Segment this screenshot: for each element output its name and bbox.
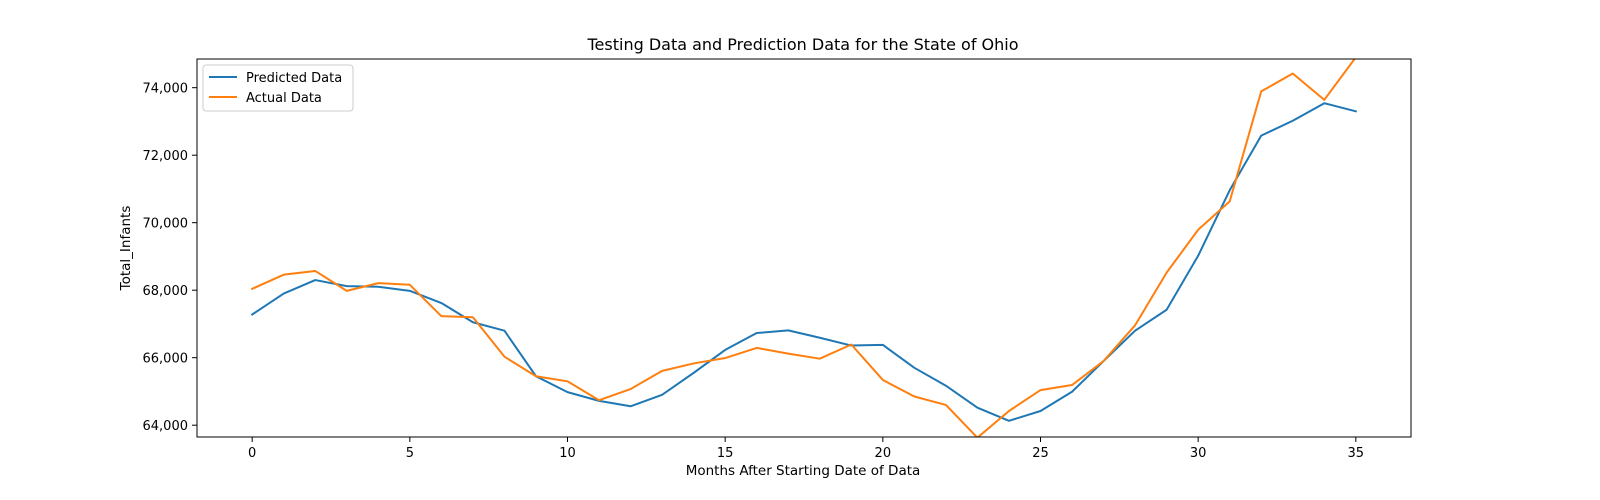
legend: Predicted Data Actual Data bbox=[202, 64, 354, 112]
y-axis-title: Total_Infants bbox=[118, 206, 134, 292]
y-tick-label: 68,000 bbox=[143, 284, 189, 299]
x-tick-label: 30 bbox=[1190, 446, 1207, 461]
y-tick-label: 72,000 bbox=[143, 149, 189, 164]
legend-box bbox=[202, 64, 354, 112]
plot-frame bbox=[196, 58, 1412, 438]
x-tick-label: 15 bbox=[717, 446, 734, 461]
x-tick-label: 35 bbox=[1348, 446, 1365, 461]
legend-label-actual: Actual Data bbox=[246, 91, 322, 106]
y-tick-label: 70,000 bbox=[143, 217, 189, 232]
chart-title: Testing Data and Prediction Data for the… bbox=[586, 35, 1018, 54]
series-line-actual bbox=[250, 59, 1356, 437]
series-line-predicted bbox=[250, 102, 1358, 422]
x-axis-title: Months After Starting Date of Data bbox=[686, 463, 921, 479]
y-tick-label: 64,000 bbox=[143, 419, 189, 434]
x-tick-label: 0 bbox=[248, 446, 256, 461]
x-tick-label: 20 bbox=[875, 446, 892, 461]
x-tick-label: 5 bbox=[406, 446, 414, 461]
y-tick-label: 66,000 bbox=[143, 352, 189, 367]
legend-label-predicted: Predicted Data bbox=[246, 71, 342, 86]
y-tick-label: 74,000 bbox=[143, 82, 189, 97]
x-tick-label: 10 bbox=[559, 446, 576, 461]
x-tick-label: 25 bbox=[1032, 446, 1049, 461]
